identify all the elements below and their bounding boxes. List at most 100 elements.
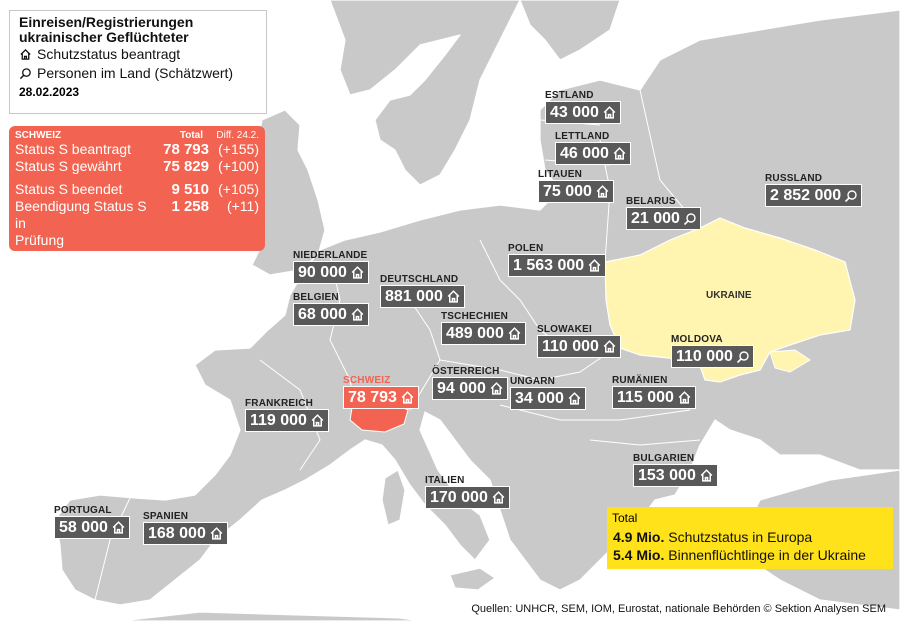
search-icon — [19, 68, 31, 80]
total-label: Total — [607, 507, 643, 529]
house-icon — [351, 308, 364, 321]
country-label-estland: ESTLAND 43 000 — [545, 90, 621, 124]
country-value-box: 168 000 — [143, 522, 228, 545]
status-row: Beendigung Status S in 1 258 (+11) — [15, 198, 259, 232]
country-name: BELARUS — [626, 196, 676, 207]
house-icon — [112, 521, 125, 534]
country-value: 46 000 — [560, 144, 609, 162]
country-value-box: 119 000 — [245, 409, 329, 432]
country-name: PORTUGAL — [54, 505, 112, 516]
house-icon — [700, 469, 713, 482]
legend-box: Einreisen/Registrierungen ukrainischer G… — [9, 10, 267, 114]
country-name: BULGARIEN — [633, 453, 695, 464]
country-label-schweiz: SCHWEIZ 78 793 — [343, 375, 419, 409]
country-value-box: 2 852 000 — [765, 184, 863, 207]
country-label-italien: ITALIEN 170 000 — [425, 475, 510, 509]
total-box: Total 4.9 Mio. Schutzstatus in Europa 5.… — [607, 507, 893, 569]
country-value: 119 000 — [250, 411, 307, 429]
country-value-box: 68 000 — [293, 303, 369, 326]
continental-europe — [54, 9, 900, 606]
country-label-lettland: LETTLAND 46 000 — [555, 131, 631, 165]
country-value: 21 000 — [631, 209, 680, 227]
legend-date: 28.02.2023 — [19, 85, 80, 99]
ukraine-shape — [604, 217, 856, 383]
country-name: ÖSTERREICH — [432, 366, 500, 377]
house-icon — [210, 527, 223, 540]
country-label-belarus: BELARUS 21 000 — [626, 196, 701, 230]
country-label-slowakei: SLOWAKEI 110 000 — [537, 324, 621, 358]
search-icon — [845, 189, 857, 202]
total-value-europe: 4.9 Mio. — [613, 529, 665, 545]
search-icon — [683, 212, 696, 225]
country-name: FRANKREICH — [245, 398, 314, 409]
country-name: TSCHECHIEN — [441, 311, 509, 322]
legend-title-line1: Einreisen/Registrierungen — [19, 14, 194, 30]
country-value-box: 110 000 — [671, 345, 754, 368]
country-value: 68 000 — [298, 305, 347, 323]
status-row-diff: (+100) — [218, 158, 259, 174]
country-label-rumaenien: RUMÄNIEN 115 000 — [612, 375, 696, 409]
country-value: 153 000 — [638, 466, 696, 484]
status-row-label: Status S beantragt — [15, 141, 131, 157]
house-icon — [311, 414, 324, 427]
house-icon — [678, 391, 691, 404]
country-value-box: 75 000 — [538, 180, 614, 203]
country-value: 881 000 — [385, 287, 443, 305]
country-label-bulgarien: BULGARIEN 153 000 — [633, 453, 718, 487]
country-value: 90 000 — [298, 263, 347, 281]
status-row-label: Status S gewährt — [15, 158, 122, 174]
house-icon — [568, 392, 581, 405]
country-value-box: 170 000 — [425, 486, 510, 509]
status-row-value: 1 258 — [171, 198, 209, 215]
country-name: RUMÄNIEN — [612, 375, 668, 386]
country-name: SPANIEN — [143, 511, 189, 522]
country-label-frankreich: FRANKREICH 119 000 — [245, 398, 329, 432]
house-icon — [492, 491, 505, 504]
status-row-value: 75 829 — [163, 158, 209, 175]
status-row-diff: (+155) — [218, 141, 259, 157]
country-value: 94 000 — [437, 379, 486, 397]
house-icon — [490, 382, 503, 395]
country-label-deutschland: DEUTSCHLAND 881 000 — [380, 274, 465, 308]
country-name: POLEN — [508, 243, 544, 254]
house-icon — [613, 147, 626, 160]
country-value: 58 000 — [59, 518, 108, 536]
legend-title-line2: ukrainischer Geflüchteter — [19, 29, 189, 45]
total-line-europe: 4.9 Mio. Schutzstatus in Europa — [613, 529, 812, 545]
country-value: 110 000 — [542, 337, 599, 355]
country-value: 489 000 — [446, 324, 504, 342]
country-name: ITALIEN — [425, 475, 465, 486]
country-value: 43 000 — [550, 103, 599, 121]
sources-note: Quellen: UNHCR, SEM, IOM, Eurostat, nati… — [471, 603, 886, 615]
country-value-box: 90 000 — [293, 261, 369, 284]
country-label-portugal: PORTUGAL 58 000 — [54, 505, 130, 539]
legend-item-search-label: Personen im Land (Schätzwert) — [37, 65, 234, 81]
scandinavia-landmass — [329, 0, 521, 186]
status-row-label: Beendigung Status S in — [15, 198, 147, 231]
ukraine-label: UKRAINE — [706, 290, 752, 301]
house-icon — [508, 327, 521, 340]
country-value-box: 110 000 — [537, 335, 621, 358]
country-value-box: 153 000 — [633, 464, 718, 487]
total-text-ukraine: Binnenflüchtlinge in der Ukraine — [668, 547, 866, 563]
total-line-ukraine: 5.4 Mio. Binnenflüchtlinge in der Ukrain… — [613, 547, 866, 563]
status-row-value: 78 793 — [163, 141, 209, 158]
house-icon — [603, 106, 616, 119]
country-value: 1 563 000 — [513, 256, 585, 274]
house-icon — [351, 266, 364, 279]
column-diff-header: Diff. 24.2. — [216, 130, 259, 141]
country-value: 115 000 — [617, 388, 674, 406]
house-icon — [588, 259, 601, 272]
country-value-box: 21 000 — [626, 207, 701, 230]
status-row-label: Status S beendet — [15, 181, 123, 197]
legend-item-house: Schutzstatus beantragt — [19, 45, 257, 64]
country-name: SCHWEIZ — [343, 375, 391, 386]
country-label-litauen: LITAUEN 75 000 — [538, 169, 614, 203]
status-row: Status S beantragt 78 793 (+155) — [15, 141, 259, 158]
status-row-diff: (+105) — [218, 181, 259, 197]
legend-item-search: Personen im Land (Schätzwert) — [19, 64, 257, 83]
country-value: 168 000 — [148, 524, 206, 542]
house-icon — [596, 185, 609, 198]
country-name: BELGIEN — [293, 292, 339, 303]
